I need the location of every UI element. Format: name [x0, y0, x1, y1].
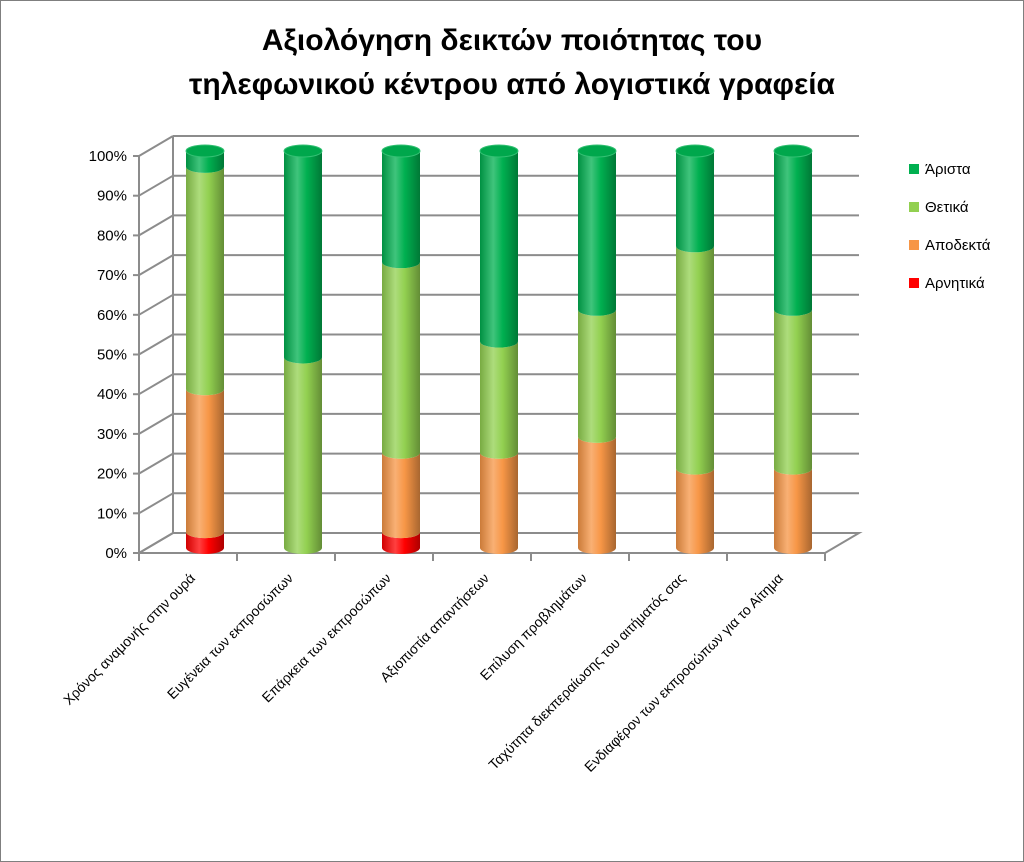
bar-segment	[186, 166, 224, 396]
y-tick-label: 60%	[97, 307, 127, 324]
legend-label: Αρνητικά	[925, 275, 985, 292]
bar-segment	[186, 389, 224, 539]
gridline-side	[138, 333, 174, 356]
x-category-label: Ενδιαφέρον των εκπροσώπων για το Αίτημα	[581, 570, 786, 775]
chart-title: Αξιολόγηση δεικτών ποιότητας του τηλεφων…	[1, 19, 1023, 107]
chart-title-line-2: τηλεφωνικού κέντρου από λογιστικά γραφεί…	[189, 68, 835, 101]
x-category-label: Αξιοπιστία απαντήσεων	[377, 570, 492, 685]
bar-top-cap	[479, 144, 519, 158]
y-tick-label: 90%	[97, 188, 127, 205]
bar-segment	[480, 151, 518, 348]
y-tick-label: 0%	[105, 545, 127, 562]
x-category-label: Επίλυση προβλημάτων	[477, 570, 590, 683]
gridline-side	[138, 254, 174, 276]
y-tick-label: 40%	[97, 386, 127, 403]
bar-segment	[578, 436, 616, 554]
bar-segment	[480, 452, 518, 554]
legend-swatch	[909, 278, 919, 288]
bar-top-cap	[381, 144, 421, 158]
bar-segment	[284, 357, 322, 554]
gridline-side	[138, 492, 174, 515]
legend-swatch	[909, 202, 919, 212]
bar-top-cap	[675, 144, 715, 158]
gridline-side	[138, 452, 174, 475]
gridline-side	[138, 293, 174, 316]
gridline-side	[138, 373, 174, 396]
y-tick-label: 30%	[97, 426, 127, 443]
bar-segment	[578, 309, 616, 443]
y-tick-label: 100%	[89, 148, 127, 165]
bar-top-cap	[577, 144, 617, 158]
bar-segment	[578, 151, 616, 316]
bar-segment	[284, 151, 322, 364]
gridline-side	[138, 413, 174, 435]
gridline-side	[138, 135, 174, 157]
gridline-side	[138, 174, 174, 197]
bar-segment	[774, 468, 812, 554]
legend-label: Θετικά	[925, 199, 969, 216]
bar-top-cap	[773, 144, 813, 158]
bar-segment	[774, 151, 812, 316]
bar-segment	[676, 468, 714, 554]
legend-swatch	[909, 164, 919, 174]
bar-segment	[186, 532, 224, 554]
bar-segment	[676, 246, 714, 475]
chart-title-line-1: Αξιολόγηση δεικτών ποιότητας του	[261, 24, 763, 57]
y-tick-label: 70%	[97, 267, 127, 284]
y-tick-label: 50%	[97, 347, 127, 364]
bar-segment	[676, 151, 714, 253]
bar-top-cap	[283, 144, 323, 158]
legend-swatch	[909, 240, 919, 250]
y-tick-label: 10%	[97, 505, 127, 522]
gridline-side	[138, 214, 174, 237]
y-tick-label: 20%	[97, 466, 127, 483]
bar-segment	[382, 151, 420, 269]
bar-segment	[382, 452, 420, 539]
bar-segment	[382, 262, 420, 459]
legend-label: Άριστα	[925, 161, 971, 178]
legend-label: Αποδεκτά	[925, 237, 991, 254]
bar-segment	[382, 532, 420, 554]
bar-segment	[774, 309, 812, 475]
bar-segment	[480, 341, 518, 459]
y-tick-label: 80%	[97, 227, 127, 244]
x-category-label: Ταχύτητα διεκπεραίωσης του αιτήματός σας	[485, 570, 688, 773]
bar-top-cap	[185, 144, 225, 158]
